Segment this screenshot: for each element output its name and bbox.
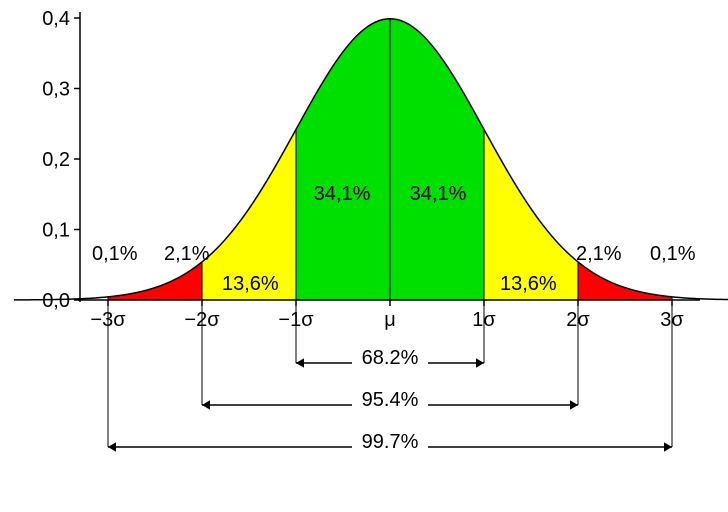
region-label-plus3-inf: 0,1% <box>650 243 696 265</box>
arrow-right-icon <box>664 442 672 452</box>
region-label-plus2-3: 2,1% <box>576 243 622 265</box>
arrow-right-icon <box>570 400 578 410</box>
y-tick-label-3: 0,3 <box>42 79 70 101</box>
bracket-label-2: 99.7% <box>362 431 419 453</box>
x-tick-label-3: μ <box>384 309 396 331</box>
bracket-label-1: 95.4% <box>362 389 419 411</box>
region-label-minus3-2: 2,1% <box>164 243 210 265</box>
y-tick-label-0: 0,0 <box>42 290 70 312</box>
y-tick-label-4: 0,4 <box>42 8 70 30</box>
y-tick-label-2: 0,2 <box>42 149 70 171</box>
region-label-minus1-0: 34,1% <box>314 183 371 205</box>
arrow-left-icon <box>202 400 210 410</box>
region-label-plus1-2: 13,6% <box>500 273 557 295</box>
arrow-right-icon <box>476 358 484 368</box>
region-plus2-3 <box>578 262 672 300</box>
y-tick-label-1: 0,1 <box>42 220 70 242</box>
region-minus1-0 <box>296 19 390 300</box>
arrow-left-icon <box>108 442 116 452</box>
arrow-left-icon <box>296 358 304 368</box>
region-label-minus3-inf: 0,1% <box>92 243 138 265</box>
region-label-minus2-1: 13,6% <box>222 273 279 295</box>
region-plus0-1 <box>390 19 484 300</box>
region-minus3-2 <box>108 262 202 300</box>
bracket-label-0: 68.2% <box>362 347 419 369</box>
region-label-plus0-1: 34,1% <box>410 183 467 205</box>
